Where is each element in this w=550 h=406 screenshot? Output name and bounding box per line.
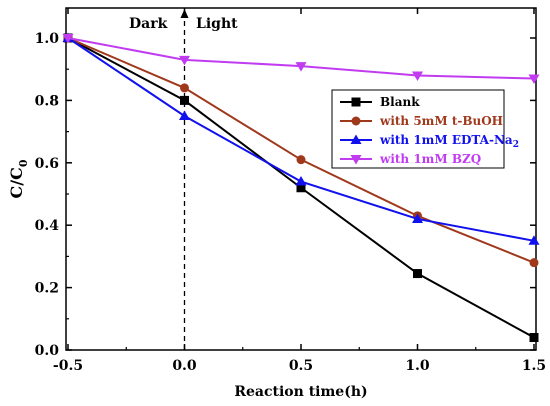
- data-point: [412, 213, 423, 223]
- y-axis-label: C/C0: [7, 159, 30, 198]
- legend-item: with 5mM t-BuOH: [340, 114, 503, 128]
- x-tick-label: 0.0: [172, 358, 197, 374]
- annotation-light: Light: [196, 16, 238, 32]
- x-tick-label: 0.5: [289, 358, 313, 374]
- data-point: [528, 74, 540, 85]
- series-line: [67, 37, 535, 80]
- divider-arrow: [180, 9, 189, 18]
- y-axis-label-subscript: 0: [17, 159, 30, 167]
- y-tick-label: 0.2: [35, 281, 59, 297]
- y-tick-label: 0.0: [35, 343, 60, 359]
- data-point: [180, 83, 189, 93]
- legend-swatch-marker: [350, 155, 362, 165]
- data-point: [528, 235, 540, 245]
- y-tick-label: 0.8: [35, 93, 59, 109]
- legend-swatch-marker: [350, 134, 362, 144]
- axis-ticks: -0.5 0.0 0.5 1.0 1.50.00.20.40.60.81.0: [35, 8, 546, 374]
- annotation-dark: Dark: [129, 16, 168, 32]
- legend-item: with 1mM BZQ: [340, 152, 481, 166]
- legend: Blank with 5mM t-BuOH with 1mM EDTA-Na2 wit…: [331, 89, 519, 169]
- series-3: [62, 32, 540, 245]
- x-tick-label: 1.0: [405, 358, 430, 374]
- legend-swatch-marker: [351, 116, 361, 126]
- series-layer: [62, 32, 540, 343]
- legend-item: with 1mM EDTA-Na2: [340, 133, 519, 150]
- dark-light-divider: [180, 9, 189, 350]
- legend-swatch-marker: [351, 97, 361, 107]
- data-point: [179, 110, 190, 120]
- x-axis-label: Reaction time(h): [234, 384, 367, 400]
- y-tick-label: 1.0: [35, 31, 60, 47]
- data-point: [529, 258, 539, 268]
- y-axis-label-main: C/C: [7, 167, 26, 198]
- legend-label: with 5mM t-BuOH: [379, 114, 503, 128]
- y-tick-label: 0.4: [35, 218, 60, 234]
- legend-label: with 1mM EDTA-Na2: [379, 133, 519, 150]
- x-tick-label: 1.5: [522, 358, 546, 374]
- data-point: [295, 62, 307, 72]
- legend-item: Blank: [340, 95, 420, 109]
- data-point: [295, 176, 307, 186]
- data-point: [529, 333, 539, 343]
- data-point: [180, 95, 189, 105]
- data-point: [296, 155, 306, 165]
- legend-label: with 1mM BZQ: [379, 152, 481, 166]
- legend-label: Blank: [380, 95, 420, 109]
- data-point: [296, 183, 306, 193]
- data-point: [412, 71, 423, 81]
- x-tick-label: -0.5: [53, 358, 83, 374]
- series-1: [63, 33, 539, 343]
- series-4: [62, 34, 540, 85]
- data-point: [413, 269, 422, 279]
- svg-text:C/C0: C/C0: [7, 159, 30, 198]
- data-point: [62, 34, 74, 44]
- y-tick-label: 0.6: [35, 156, 59, 172]
- data-point: [179, 55, 190, 66]
